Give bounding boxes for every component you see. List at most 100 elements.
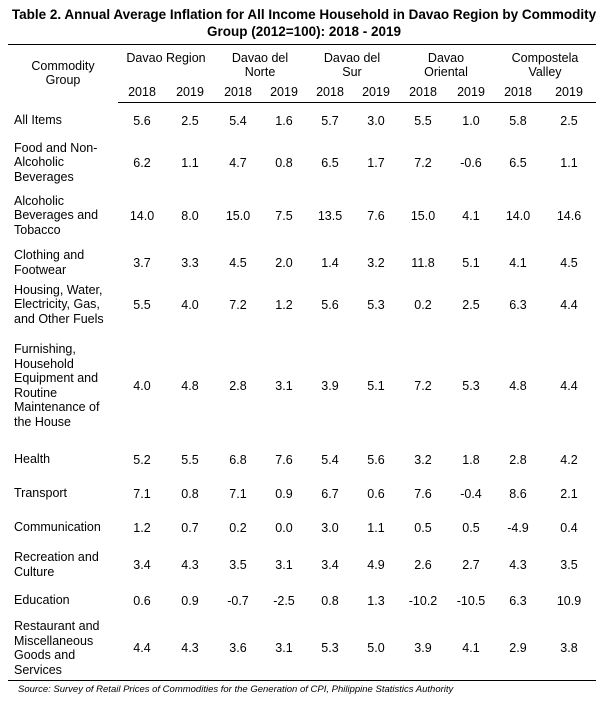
header-commodity-group: Commodity Group (31, 59, 95, 87)
commodity-group-label: Furnishing, Household Equipment and Rout… (14, 342, 100, 429)
inflation-value: 4.2 (560, 452, 578, 467)
inflation-value: 4.8 (509, 378, 527, 393)
table-row: All Items 5.6 2.5 5.4 1.6 5.7 3.0 5.5 1.0 5.8 2.5 (8, 103, 596, 139)
inflation-value: 4.1 (509, 255, 527, 270)
inflation-value: -0.6 (460, 155, 482, 170)
inflation-value: 5.4 (229, 113, 247, 128)
commodity-group-label: Alcoholic Beverages and Tobacco (14, 193, 99, 237)
inflation-value: 1.2 (275, 297, 293, 312)
header-year: 2018 (409, 85, 437, 100)
table-row: Recreation and Culture 3.4 4.3 3.5 3.1 3.4 4.9… (8, 545, 596, 585)
inflation-value: 6.3 (509, 297, 527, 312)
inflation-value: 4.5 (229, 255, 247, 270)
inflation-value: 3.5 (229, 557, 247, 572)
inflation-value: 5.8 (509, 113, 527, 128)
table-row: Transport 7.1 0.8 7.1 0.9 6.7 0.6 7.6 -0.4 8.6 2.1 (8, 477, 596, 511)
source-text: Survey of Retail Prices of Commodities f… (50, 684, 454, 695)
inflation-value: 1.6 (275, 113, 293, 128)
inflation-value: 2.5 (560, 113, 578, 128)
inflation-value: 0.9 (181, 593, 199, 608)
inflation-value: 0.2 (229, 520, 247, 535)
header-region: Compostela Valley (511, 51, 579, 79)
commodity-group-label: Transport (14, 486, 68, 501)
inflation-value: 13.5 (317, 208, 343, 223)
commodity-group-label: Food and Non-Alcoholic Beverages (14, 140, 98, 184)
inflation-value: 15.0 (225, 208, 251, 223)
commodity-group-label: Communication (14, 520, 101, 535)
inflation-value: 15.0 (410, 208, 436, 223)
inflation-value: 7.1 (133, 486, 151, 501)
inflation-value: 0.9 (275, 486, 293, 501)
inflation-value: 0.2 (414, 297, 432, 312)
inflation-value: 3.0 (367, 113, 385, 128)
header-year: 2019 (555, 85, 583, 100)
header-year: 2018 (128, 85, 156, 100)
inflation-value: 2.6 (414, 557, 432, 572)
inflation-value: 14.6 (556, 208, 582, 223)
inflation-value: 5.4 (321, 452, 339, 467)
inflation-value: 14.0 (505, 208, 531, 223)
inflation-value: 7.6 (275, 452, 293, 467)
inflation-value: 5.3 (462, 378, 480, 393)
inflation-value: 1.1 (181, 155, 199, 170)
inflation-value: 11.8 (411, 255, 435, 270)
inflation-table: Commodity Group Davao Region Davao del N… (8, 44, 596, 681)
inflation-value: 2.5 (462, 297, 480, 312)
inflation-value: 1.8 (462, 452, 480, 467)
inflation-value: -2.5 (273, 593, 295, 608)
header-year: 2019 (176, 85, 204, 100)
inflation-value: 4.5 (560, 255, 578, 270)
inflation-value: 4.0 (181, 297, 199, 312)
header-year: 2019 (270, 85, 298, 100)
inflation-value: 1.0 (462, 113, 480, 128)
inflation-value: 0.8 (181, 486, 199, 501)
inflation-value: 2.7 (462, 557, 480, 572)
inflation-value: 4.9 (367, 557, 385, 572)
table-row: Clothing and Footwear 3.7 3.3 4.5 2.0 1.4 3.2 1… (8, 245, 596, 281)
inflation-value: 3.2 (414, 452, 432, 467)
inflation-value: 4.4 (133, 641, 151, 656)
inflation-value: 14.0 (129, 208, 155, 223)
inflation-value: 0.4 (560, 520, 578, 535)
table-row: Education 0.6 0.9 -0.7 -2.5 0.8 1.3 -10.2 -10.5 6… (8, 585, 596, 617)
inflation-value: 7.6 (367, 208, 385, 223)
inflation-value: 2.0 (275, 255, 293, 270)
inflation-value: 7.2 (414, 155, 432, 170)
inflation-value: 7.2 (229, 297, 247, 312)
inflation-value: 6.2 (133, 155, 151, 170)
inflation-value: 4.3 (181, 557, 199, 572)
inflation-value: 3.6 (229, 641, 247, 656)
inflation-value: 5.2 (133, 452, 151, 467)
inflation-value: 3.5 (560, 557, 578, 572)
inflation-value: 4.4 (560, 297, 578, 312)
commodity-group-label: All Items (14, 113, 62, 128)
inflation-value: 3.7 (133, 255, 151, 270)
inflation-value: 5.6 (367, 452, 385, 467)
inflation-value: 5.6 (133, 113, 151, 128)
header-year: 2018 (316, 85, 344, 100)
inflation-value: 0.7 (181, 520, 199, 535)
inflation-value: 7.1 (229, 486, 247, 501)
inflation-value: 6.8 (229, 452, 247, 467)
commodity-group-label: Housing, Water, Electricity, Gas, and Ot… (14, 282, 104, 326)
table-row: Restaurant and Miscellaneous Goods and S… (8, 616, 596, 681)
inflation-value: 5.1 (462, 255, 480, 270)
commodity-group-label: Health (14, 452, 51, 467)
inflation-value: 3.1 (275, 641, 293, 656)
table-title: Table 2. Annual Average Inflation for Al… (11, 7, 597, 39)
inflation-value: 3.8 (560, 641, 578, 656)
inflation-value: 7.2 (414, 378, 432, 393)
table-row: Housing, Water, Electricity, Gas, and Ot… (8, 281, 596, 329)
header-year: 2018 (504, 85, 532, 100)
inflation-value: 5.5 (414, 113, 432, 128)
inflation-value: 6.3 (509, 593, 527, 608)
inflation-value: 5.5 (133, 297, 151, 312)
inflation-value: 8.0 (181, 208, 199, 223)
inflation-value: 5.1 (367, 378, 385, 393)
inflation-value: 1.2 (133, 520, 151, 535)
inflation-value: 3.2 (367, 255, 385, 270)
inflation-value: 4.3 (509, 557, 527, 572)
inflation-value: 4.1 (462, 641, 480, 656)
header-year: 2019 (457, 85, 485, 100)
inflation-value: 1.1 (367, 520, 385, 535)
